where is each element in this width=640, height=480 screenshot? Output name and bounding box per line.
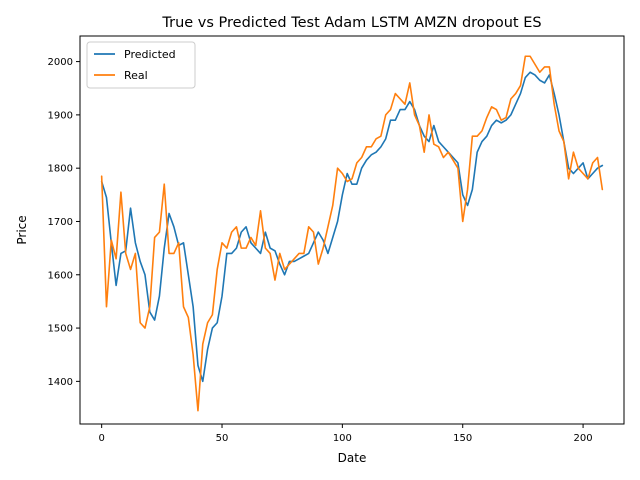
plot-area <box>100 55 604 412</box>
plot-frame <box>79 35 625 425</box>
legend-label-predicted: Predicted <box>124 48 176 61</box>
legend-label-real: Real <box>124 69 148 82</box>
y-tick-label: 1800 <box>48 164 73 175</box>
x-tick-label: 50 <box>216 433 229 444</box>
series-line-predicted <box>100 71 604 383</box>
y-tick-label: 1600 <box>48 270 73 281</box>
series-line-real <box>100 55 604 412</box>
x-tick-label: 100 <box>333 433 352 444</box>
axes: 0 50 100 150 200 1400 1500 1600 1700 1800 1900 2000 <box>48 35 625 444</box>
x-tick-label: 0 <box>98 433 104 444</box>
x-axis-label: Date <box>338 451 367 465</box>
y-tick-label: 1500 <box>48 324 73 335</box>
y-tick-label: 1900 <box>48 110 73 121</box>
y-axis-label: Price <box>15 215 29 244</box>
chart-title: True vs Predicted Test Adam LSTM AMZN dr… <box>161 15 541 31</box>
x-tick-label: 200 <box>574 433 593 444</box>
y-tick-label: 2000 <box>48 57 73 68</box>
y-tick-label: 1700 <box>48 217 73 228</box>
x-tick-label: 150 <box>453 433 472 444</box>
legend: Predicted Real <box>86 41 196 89</box>
y-tick-label: 1400 <box>48 377 73 388</box>
